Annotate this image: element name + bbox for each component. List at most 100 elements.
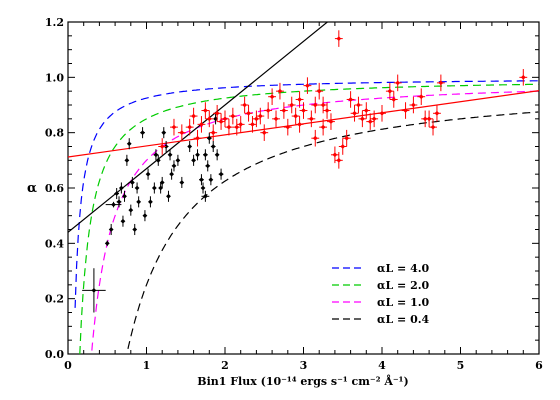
data-point: [283, 118, 292, 136]
data-point: [213, 105, 222, 122]
point-marker: [199, 177, 204, 183]
x-tick-label: 4: [378, 359, 386, 372]
data-point: [140, 127, 145, 139]
point-marker: [122, 193, 127, 199]
data-point: [342, 129, 351, 147]
data-point: [276, 82, 284, 100]
data-point: [210, 140, 216, 153]
point-marker: [403, 108, 408, 113]
legend-label: αL = 4.0: [377, 262, 430, 275]
data-point: [153, 149, 159, 161]
data-point: [128, 204, 134, 216]
point-marker: [234, 124, 240, 130]
point-marker: [128, 207, 134, 213]
data-point: [268, 88, 277, 105]
y-axis-label: α: [27, 181, 37, 196]
point-marker: [218, 119, 224, 124]
data-point: [291, 107, 300, 125]
point-marker: [336, 36, 342, 41]
data-point: [166, 190, 171, 202]
point-marker: [171, 124, 177, 130]
data-point: [218, 168, 224, 180]
data-point: [244, 105, 253, 122]
data-point: [295, 116, 304, 133]
data-point: [264, 102, 273, 119]
point-marker: [332, 152, 338, 158]
data-point: [202, 149, 208, 161]
data-point: [200, 182, 206, 194]
data-point: [120, 215, 126, 227]
data-point: [401, 102, 410, 119]
point-marker: [136, 199, 142, 205]
data-point: [205, 160, 211, 172]
legend-label: αL = 0.4: [377, 313, 430, 326]
data-point: [327, 113, 335, 130]
point-marker: [179, 130, 185, 136]
point-marker: [114, 191, 120, 196]
data-point: [177, 124, 186, 141]
point-marker: [242, 102, 248, 108]
data-point: [214, 149, 220, 161]
point-marker: [426, 116, 432, 122]
point-marker: [520, 74, 526, 80]
data-point: [148, 196, 153, 208]
y-tick-label: 0.2: [45, 293, 64, 306]
data-point: [82, 268, 106, 313]
data-point: [151, 182, 157, 194]
data-point: [519, 69, 528, 86]
point-marker: [202, 108, 208, 113]
point-marker: [273, 116, 279, 122]
point-marker: [191, 157, 196, 163]
point-marker: [151, 185, 157, 191]
point-marker: [297, 97, 302, 102]
data-point: [433, 105, 441, 122]
point-marker: [108, 227, 114, 232]
data-point: [236, 116, 245, 133]
point-marker: [161, 130, 167, 136]
data-point: [158, 138, 167, 155]
point-marker: [312, 102, 318, 108]
point-marker: [199, 121, 204, 127]
point-marker: [208, 177, 214, 183]
data-point: [232, 118, 241, 136]
data-point: [409, 96, 418, 114]
legend: αL = 4.0 αL = 2.0 αL = 1.0 αL = 0.4: [332, 262, 430, 326]
data-point: [142, 210, 148, 222]
data-point: [334, 152, 343, 169]
data-point: [175, 154, 181, 166]
point-marker: [250, 121, 255, 127]
model-curve: [74, 80, 539, 308]
point-marker: [418, 94, 424, 100]
point-marker: [104, 240, 110, 246]
point-marker: [395, 80, 401, 86]
point-marker: [320, 124, 326, 130]
data-point: [225, 118, 233, 136]
axis-ticks: 0 1 2 3 4 5 6 0.0 0.2 0.4 0.6 0.8 1.0 1.2: [45, 16, 543, 372]
point-marker: [145, 171, 151, 177]
data-point: [195, 149, 200, 161]
point-marker: [297, 121, 302, 127]
point-marker: [336, 157, 342, 163]
data-point: [389, 91, 398, 108]
data-point: [118, 182, 124, 194]
point-marker: [166, 193, 171, 199]
data-point: [187, 140, 193, 153]
data-point: [279, 102, 288, 119]
point-marker: [169, 171, 175, 177]
data-point: [338, 138, 347, 155]
data-point: [311, 129, 320, 147]
point-marker: [312, 135, 318, 141]
data-point: [104, 240, 110, 247]
point-marker: [371, 116, 377, 122]
point-marker: [238, 121, 244, 127]
point-marker: [124, 157, 130, 163]
point-marker: [206, 116, 212, 122]
point-marker: [301, 108, 306, 113]
data-point: [161, 127, 167, 139]
x-tick-label: 2: [221, 359, 229, 372]
point-marker: [359, 116, 365, 122]
point-marker: [367, 119, 373, 124]
point-marker: [352, 110, 357, 116]
data-point: [170, 118, 178, 136]
point-marker: [195, 135, 200, 141]
